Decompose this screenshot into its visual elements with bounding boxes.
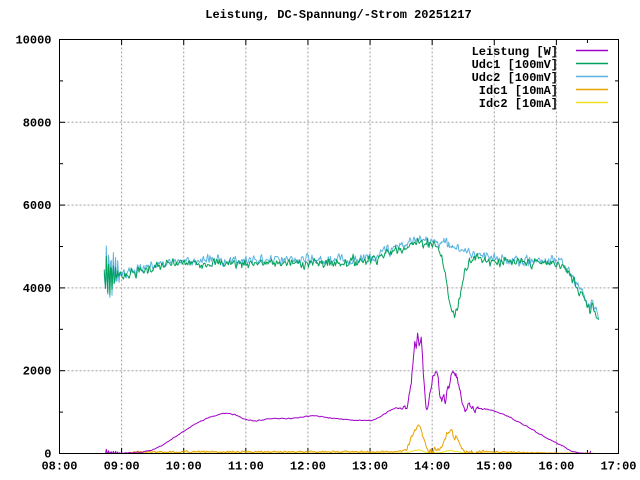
- svg-text:8000: 8000: [23, 116, 52, 130]
- svg-text:Idc1 [10mA]: Idc1 [10mA]: [479, 84, 558, 98]
- svg-text:09:00: 09:00: [104, 460, 140, 474]
- svg-text:08:00: 08:00: [41, 460, 77, 474]
- svg-text:6000: 6000: [23, 199, 52, 213]
- svg-text:4000: 4000: [23, 282, 52, 296]
- svg-text:Leistung [W]: Leistung [W]: [472, 45, 558, 59]
- svg-text:11:00: 11:00: [228, 460, 264, 474]
- svg-text:10:00: 10:00: [166, 460, 202, 474]
- svg-text:13:00: 13:00: [352, 460, 388, 474]
- svg-text:15:00: 15:00: [476, 460, 512, 474]
- svg-text:12:00: 12:00: [290, 460, 326, 474]
- svg-text:Idc2 [10mA]: Idc2 [10mA]: [479, 97, 558, 111]
- svg-text:17:00: 17:00: [600, 460, 636, 474]
- svg-text:16:00: 16:00: [538, 460, 574, 474]
- svg-text:Udc1 [100mV]: Udc1 [100mV]: [472, 58, 558, 72]
- svg-text:10000: 10000: [15, 34, 51, 48]
- svg-text:Udc2 [100mV]: Udc2 [100mV]: [472, 71, 558, 85]
- svg-text:14:00: 14:00: [414, 460, 450, 474]
- svg-text:Leistung, DC-Spannung/-Strom 2: Leistung, DC-Spannung/-Strom 20251217: [205, 8, 471, 22]
- svg-text:2000: 2000: [23, 365, 52, 379]
